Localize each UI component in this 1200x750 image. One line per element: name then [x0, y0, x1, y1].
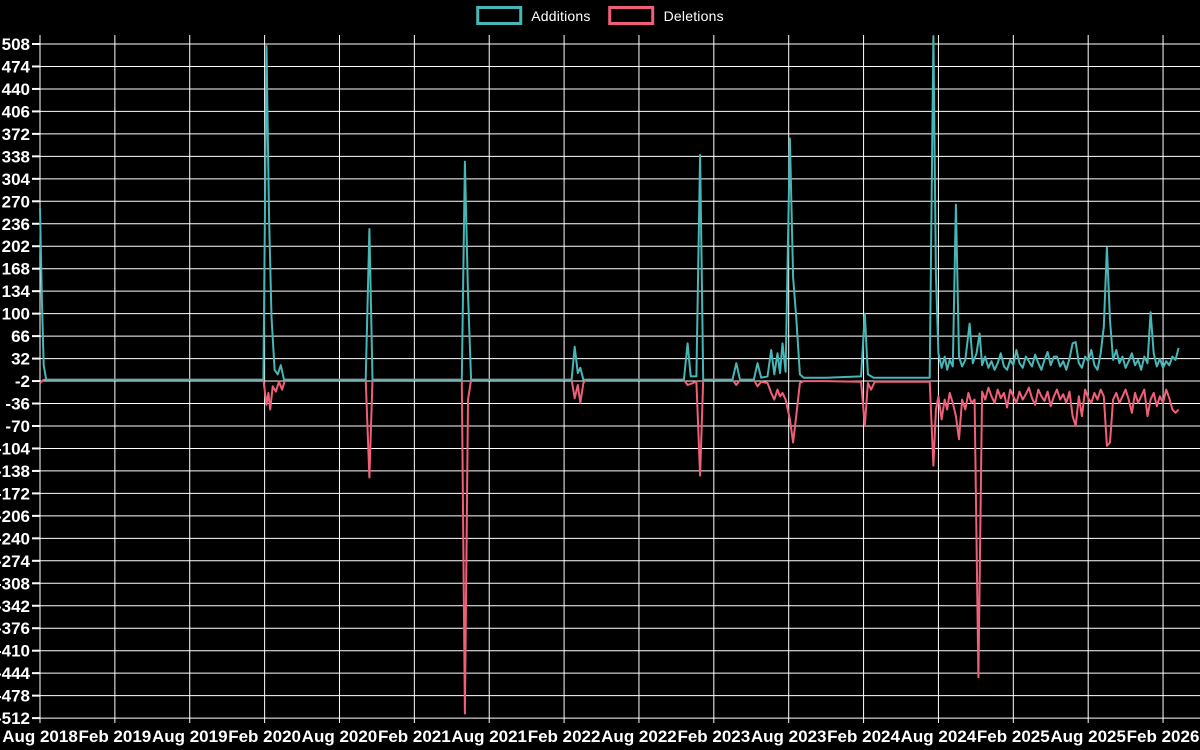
y-axis-label: 372: [2, 125, 30, 144]
y-axis-label: -308: [0, 574, 30, 593]
x-axis-label: Aug 2022: [601, 727, 677, 746]
legend-item-deletions: Deletions: [608, 6, 724, 25]
y-axis-label: 440: [2, 80, 30, 99]
legend-additions-label: Additions: [531, 7, 591, 24]
chart-legend: Additions Deletions: [476, 6, 724, 25]
y-axis-label: -274: [0, 552, 31, 571]
x-axis-label: Feb 2020: [228, 727, 301, 746]
y-axis-label: -478: [0, 687, 30, 706]
y-axis-label: 66: [11, 327, 30, 346]
y-axis-label: 168: [2, 260, 30, 279]
x-axis-label: Aug 2021: [451, 727, 527, 746]
y-axis-label: -206: [0, 507, 30, 526]
y-axis-label: -70: [5, 417, 30, 436]
y-axis-label: 508: [2, 35, 30, 54]
x-axis-label: Feb 2022: [528, 727, 601, 746]
y-axis-label: -444: [0, 664, 31, 683]
y-axis-label: -240: [0, 529, 30, 548]
x-axis-label: Aug 2019: [152, 727, 228, 746]
y-axis-label: -2: [15, 372, 30, 391]
y-axis-label: -376: [0, 619, 30, 638]
legend-item-additions: Additions: [476, 6, 590, 25]
y-axis-label: -512: [0, 709, 30, 728]
additions-swatch-icon: [476, 6, 523, 25]
y-axis-label: 202: [2, 237, 30, 256]
y-axis-label: 32: [11, 350, 30, 369]
x-axis-label: Aug 2020: [302, 727, 378, 746]
y-axis-label: -36: [5, 395, 30, 414]
x-axis-label: Aug 2023: [751, 727, 827, 746]
x-axis-label: Feb 2019: [78, 727, 151, 746]
y-axis-label: -410: [0, 642, 30, 661]
y-axis-label: -342: [0, 597, 30, 616]
y-axis-label: 100: [2, 305, 30, 324]
y-axis-label: -104: [0, 439, 31, 458]
y-axis-label: 406: [2, 102, 30, 121]
x-axis-label: Feb 2021: [378, 727, 451, 746]
legend-deletions-label: Deletions: [663, 7, 724, 24]
series-line-deletions: [39, 378, 1180, 715]
y-axis-label: 474: [2, 57, 31, 76]
x-axis-label: Feb 2025: [977, 727, 1050, 746]
x-axis-label: Aug 2018: [2, 727, 78, 746]
deletions-swatch-icon: [608, 6, 655, 25]
y-axis-label: 338: [2, 147, 30, 166]
y-axis-label: 236: [2, 215, 30, 234]
x-axis-label: Feb 2023: [677, 727, 750, 746]
x-axis-label: Feb 2024: [827, 727, 900, 746]
x-axis-label: Aug 2024: [901, 727, 977, 746]
y-axis-label: 134: [2, 282, 31, 301]
x-axis-label: Feb 2026: [1127, 727, 1200, 746]
series-line-additions: [39, 35, 1180, 381]
y-axis-label: -138: [0, 462, 30, 481]
y-axis-label: 304: [2, 170, 31, 189]
y-axis-label: 270: [2, 192, 30, 211]
x-axis-label: Aug 2025: [1050, 727, 1126, 746]
y-axis-label: -172: [0, 484, 30, 503]
